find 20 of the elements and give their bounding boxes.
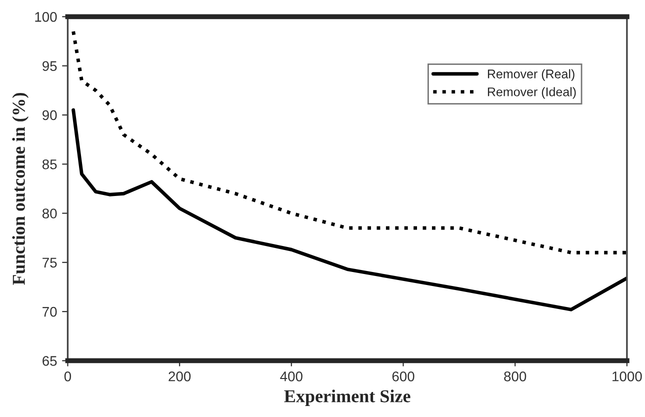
y-tick-label: 100	[35, 12, 57, 22]
y-tick-label: 65	[42, 356, 57, 366]
x-tick-label: 800	[504, 371, 526, 382]
line-series	[72, 108, 627, 312]
line-series	[72, 30, 627, 254]
y-tick-label: 70	[42, 306, 57, 317]
x-tick-label: 400	[280, 371, 302, 382]
y-tick-label: 95	[42, 61, 57, 71]
y-tick-label: 85	[42, 159, 57, 170]
y-tick-label: 80	[42, 208, 57, 218]
y-axis-title: Function outcome in (%)	[12, 92, 29, 285]
legend-label: Remover (Ideal)	[488, 87, 576, 99]
y-tick-label: 75	[42, 258, 57, 268]
legend-label: Remover (Real)	[488, 69, 574, 81]
x-tick-label: 0	[64, 371, 72, 382]
x-axis-title: Experiment Size	[284, 390, 410, 406]
x-tick-label: 600	[392, 371, 414, 382]
y-tick-label: 90	[42, 110, 57, 120]
x-tick-label: 200	[168, 371, 191, 382]
x-tick-label: 1000	[612, 371, 642, 382]
